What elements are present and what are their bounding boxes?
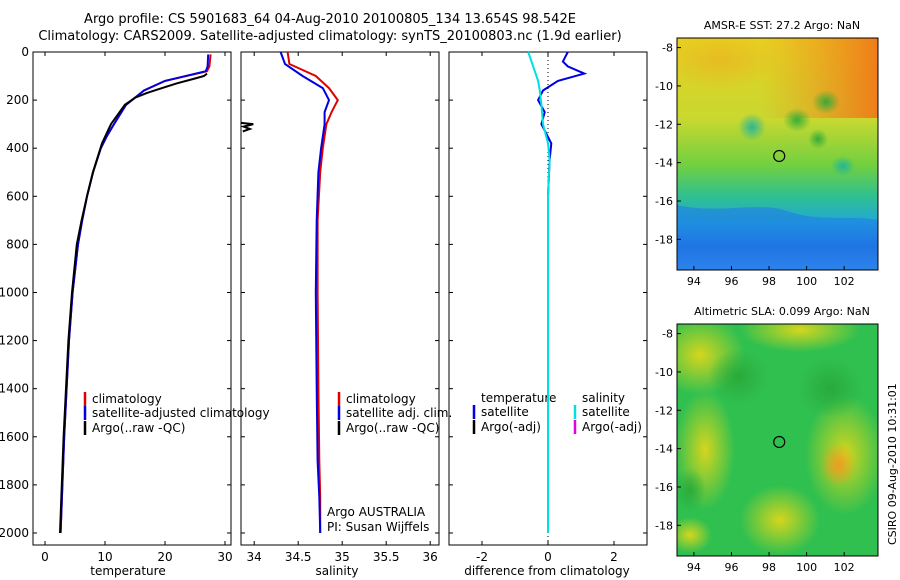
salinity-x-axis-label: salinity <box>315 564 358 578</box>
legend-label-satellite: satellite-adjusted climatology <box>92 406 270 420</box>
temperature-panel-frame <box>32 51 232 546</box>
salinity-legend: climatology satellite adj. clim. Argo(..… <box>327 392 452 534</box>
sla-map-image <box>677 324 878 556</box>
temperature-series-argo <box>59 72 208 534</box>
amsre-sst-y-tick-label: -18 <box>655 233 673 246</box>
salinity-x-tick-label: 36 <box>423 550 438 564</box>
chart-marks: 0 10 20 30020040060080010001200140016001800… <box>0 42 855 574</box>
temperature-x-tick-label: 20 <box>157 550 172 564</box>
legend-label-argo: Argo(..raw -QC) <box>92 421 185 435</box>
altimetric-sla-x-tick-label: 98 <box>762 561 776 574</box>
amsre-sst-y-tick-label: -14 <box>655 157 673 170</box>
temperature-legend: climatology satellite-adjusted climatolo… <box>83 392 270 435</box>
temperature-x-tick-label: 0 <box>41 550 49 564</box>
altimetric-sla-y-tick-label: -16 <box>655 481 673 494</box>
difference-x-axis-label: difference from climatology <box>464 564 630 578</box>
depth-tick-label: 1000 <box>0 285 29 299</box>
amsre-sst-y-tick-label: -10 <box>655 80 673 93</box>
temperature-x-tick-label: 30 <box>217 550 232 564</box>
annotation-argo-australia: Argo AUSTRALIA <box>327 505 426 519</box>
salinity-x-tick-label: 35 <box>335 550 350 564</box>
annotation-pi: PI: Susan Wijffels <box>327 520 429 534</box>
legend-label-argo: Argo(..raw -QC) <box>346 421 439 435</box>
amsre-sst-x-tick-label: 96 <box>724 275 738 288</box>
amsre-sst-x-tick-label: 98 <box>762 275 776 288</box>
depth-tick-label: 200 <box>6 93 29 107</box>
depth-tick-label: 400 <box>6 141 29 155</box>
legend-label-climatology: climatology <box>346 392 416 406</box>
legend-label-sal-satellite: satellite <box>582 405 630 419</box>
sst-map-image <box>677 38 878 270</box>
depth-tick-label: 1600 <box>0 430 29 444</box>
amsre-sst-y-tick-label: -16 <box>655 195 673 208</box>
altimetric-sla-x-tick-label: 94 <box>687 561 701 574</box>
sla-map-title: Altimetric SLA: 0.099 Argo: NaN <box>694 305 870 318</box>
salinity-series-climatology <box>286 51 339 533</box>
sst-map-title: AMSR-E SST: 27.2 Argo: NaN <box>703 19 861 32</box>
temperature-x-axis-label: temperature <box>90 564 165 578</box>
legend-label-satellite: satellite adj. clim. <box>346 406 452 420</box>
altimetric-sla-x-tick-label: 102 <box>834 561 855 574</box>
legend-label-temp-argo: Argo(-adj) <box>481 420 541 434</box>
altimetric-sla-x-tick-label: 100 <box>796 561 817 574</box>
altimetric-sla-y-tick-label: -10 <box>655 366 673 379</box>
salinity-x-tick-label: 34.5 <box>285 550 312 564</box>
altimetric-sla-y-tick-label: -14 <box>655 443 673 456</box>
figure-title-line2: Climatology: CARS2009. Satellite-adjuste… <box>38 29 622 44</box>
salinity-panel-frame <box>240 51 440 546</box>
legend-label-temp-satellite: satellite <box>481 405 529 419</box>
difference-legend: temperature satellite Argo(-adj) salinit… <box>472 391 642 434</box>
temperature-x-tick-label: 10 <box>97 550 112 564</box>
difference-x-tick-label: 0 <box>544 550 552 564</box>
difference-series-salinity-satellite <box>527 51 551 533</box>
amsre-sst-argo-position-marker <box>773 149 786 163</box>
amsre-sst-x-tick-label: 100 <box>796 275 817 288</box>
salinity-series-argo <box>240 121 254 133</box>
salinity-series-satellite <box>279 51 331 534</box>
sst-map-frame <box>676 37 879 271</box>
altimetric-sla-x-tick-label: 96 <box>724 561 738 574</box>
depth-tick-label: 0 <box>21 45 29 59</box>
legend-heading-temperature: temperature <box>481 391 556 405</box>
amsre-sst-y-tick-label: -12 <box>655 118 673 131</box>
difference-x-tick-label: 2 <box>610 550 618 564</box>
depth-tick-label: 800 <box>6 237 29 251</box>
depth-tick-label: 600 <box>6 189 29 203</box>
legend-label-climatology: climatology <box>92 392 162 406</box>
difference-x-tick-label: -2 <box>476 550 488 564</box>
amsre-sst-x-tick-label: 94 <box>687 275 701 288</box>
altimetric-sla-y-tick-label: -12 <box>655 404 673 417</box>
altimetric-sla-y-tick-label: -8 <box>662 328 673 341</box>
salinity-x-tick-label: 34 <box>247 550 262 564</box>
figure-title-line1: Argo profile: CS 5901683_64 04-Aug-2010 … <box>84 12 576 27</box>
legend-heading-salinity: salinity <box>582 391 625 405</box>
depth-tick-label: 1200 <box>0 334 29 348</box>
depth-tick-label: 1400 <box>0 382 29 396</box>
altimetric-sla-argo-position-marker <box>773 435 786 449</box>
altimetric-sla-y-tick-label: -18 <box>655 519 673 532</box>
sla-map-frame <box>676 323 879 557</box>
amsre-sst-x-tick-label: 102 <box>834 275 855 288</box>
depth-tick-label: 1800 <box>0 478 29 492</box>
depth-tick-label: 2000 <box>0 526 29 540</box>
salinity-x-tick-label: 35.5 <box>373 550 400 564</box>
legend-label-sal-argo: Argo(-adj) <box>582 420 642 434</box>
amsre-sst-y-tick-label: -8 <box>662 42 673 55</box>
